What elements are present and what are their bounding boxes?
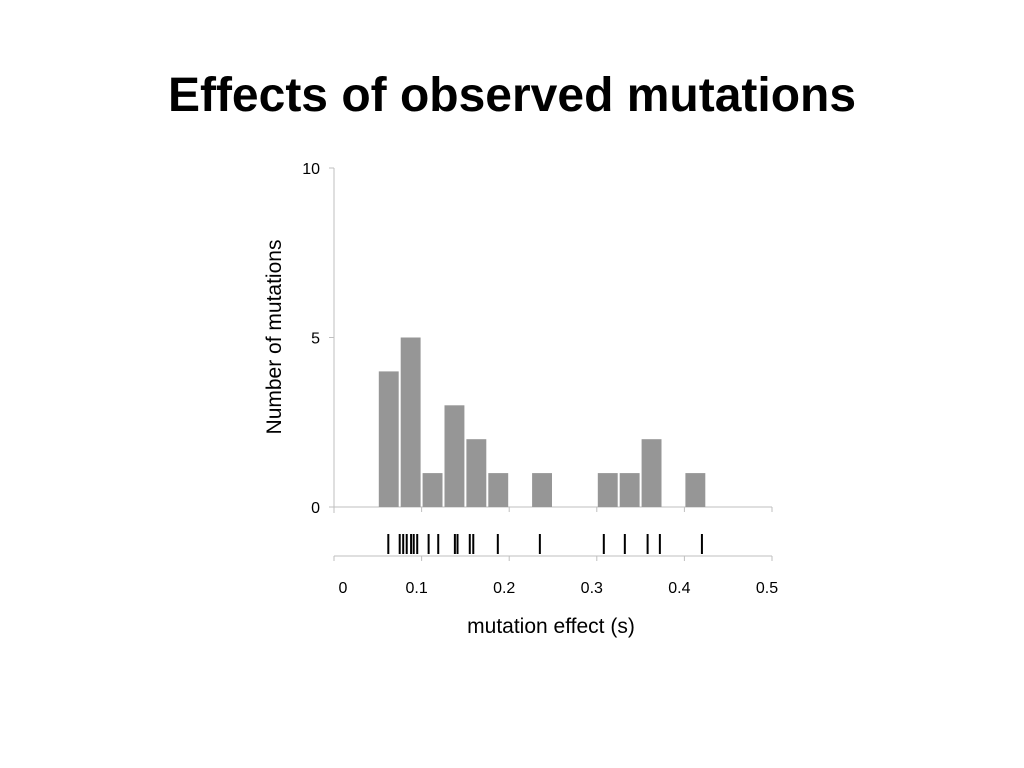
y-tick-label: 0	[311, 500, 320, 517]
x-tick-label: 0	[339, 580, 348, 597]
y-tick-label: 5	[311, 331, 320, 348]
histogram-bar	[444, 405, 465, 507]
x-tick-label: 0.3	[581, 580, 603, 597]
rug-plot	[387, 534, 703, 554]
histogram-bar	[685, 473, 706, 507]
histogram-bar	[488, 473, 509, 507]
x-tick-label: 0.5	[756, 580, 778, 597]
histogram-bar	[597, 473, 618, 507]
histogram-bar	[532, 473, 552, 507]
slide-title: Effects of observed mutations	[167, 69, 857, 122]
histogram-bar	[400, 337, 421, 507]
tick-labels: 0 5 10 0 0.1 0.2 0.3 0.4 0.5	[302, 161, 778, 597]
x-axis-label: mutation effect (s)	[467, 615, 635, 638]
histogram-bar	[641, 439, 662, 507]
histogram-bar	[378, 371, 399, 507]
x-tick-label: 0.2	[493, 580, 515, 597]
histogram-bar	[422, 473, 443, 507]
histogram-bars	[378, 337, 706, 507]
y-tick-label: 10	[302, 161, 320, 178]
histogram-bar	[466, 439, 487, 507]
x-tick-label: 0.1	[405, 580, 427, 597]
y-axis-label: Number of mutations	[263, 240, 286, 435]
x-tick-label: 0.4	[668, 580, 690, 597]
histogram-bar	[619, 473, 640, 507]
